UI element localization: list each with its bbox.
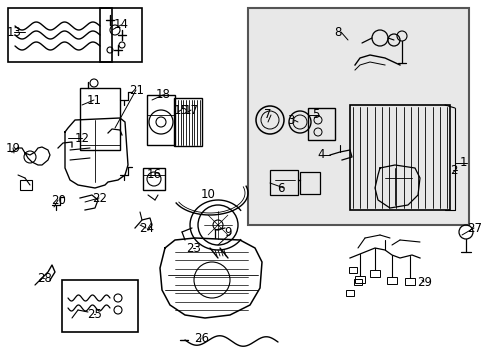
Bar	[307, 108, 334, 140]
Text: 16: 16	[147, 168, 162, 181]
Text: 13: 13	[7, 26, 22, 39]
Text: 19: 19	[6, 141, 21, 154]
Bar	[174, 98, 202, 146]
Text: 8: 8	[333, 26, 341, 39]
Bar	[247, 8, 468, 225]
Bar	[346, 290, 353, 296]
Text: 11: 11	[87, 94, 102, 107]
Bar	[80, 88, 120, 150]
Bar	[8, 8, 112, 62]
Text: 12: 12	[75, 131, 90, 144]
Text: 15: 15	[174, 104, 188, 117]
Bar	[142, 168, 164, 190]
Text: 29: 29	[416, 275, 431, 288]
Bar	[386, 277, 396, 284]
Text: 28: 28	[37, 271, 52, 284]
Text: 3: 3	[286, 113, 294, 126]
Bar	[404, 278, 414, 285]
Text: 27: 27	[466, 221, 481, 234]
Bar	[100, 8, 142, 62]
Text: 23: 23	[185, 242, 201, 255]
Text: 6: 6	[276, 181, 284, 194]
Bar	[20, 180, 32, 190]
Text: 4: 4	[316, 148, 324, 162]
Bar	[269, 170, 297, 195]
Text: 22: 22	[92, 192, 107, 204]
Bar	[349, 105, 449, 210]
Bar	[147, 95, 175, 145]
Bar	[348, 267, 356, 273]
Bar	[354, 276, 364, 283]
Text: 10: 10	[201, 189, 215, 202]
Text: 14: 14	[114, 18, 129, 31]
Text: 26: 26	[194, 332, 208, 345]
Text: 17: 17	[183, 104, 199, 117]
Text: 2: 2	[449, 163, 457, 176]
Text: 21: 21	[129, 84, 143, 96]
Text: 1: 1	[459, 157, 467, 170]
Text: 25: 25	[87, 307, 102, 320]
Bar	[369, 270, 379, 277]
Bar	[353, 279, 361, 285]
Text: 20: 20	[51, 194, 66, 207]
Bar	[299, 172, 319, 194]
Text: 7: 7	[264, 108, 271, 122]
Text: 24: 24	[139, 221, 154, 234]
Text: 18: 18	[156, 89, 170, 102]
Text: 5: 5	[311, 108, 319, 122]
Bar	[62, 280, 138, 332]
Text: 9: 9	[224, 226, 231, 239]
